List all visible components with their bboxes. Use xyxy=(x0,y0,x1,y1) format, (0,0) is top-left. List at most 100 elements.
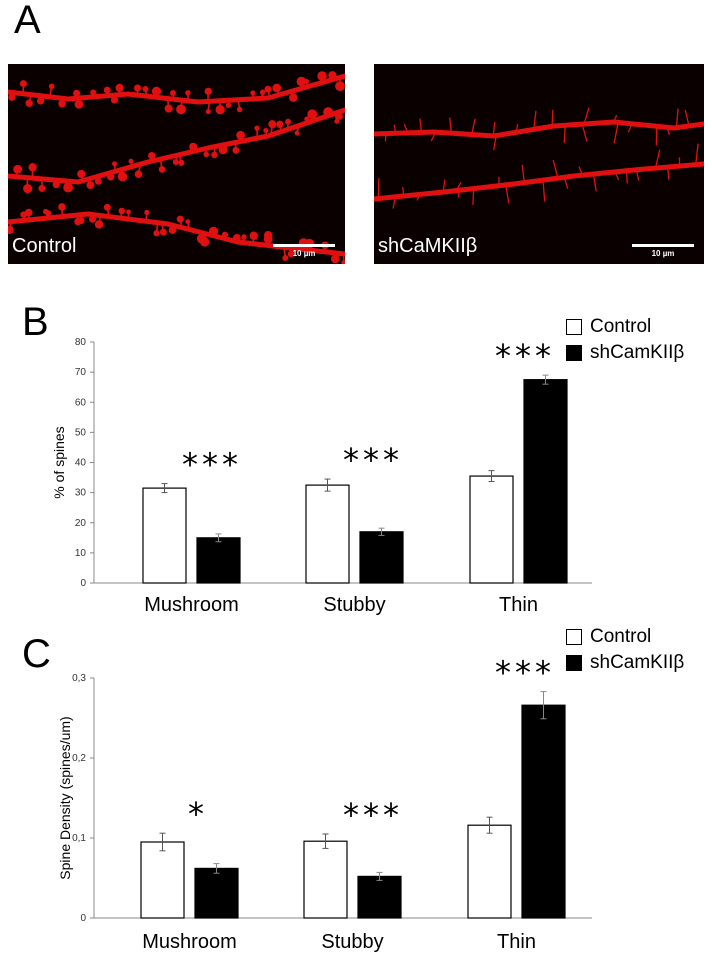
dendrite-image-control xyxy=(8,71,345,264)
thin-spine xyxy=(392,196,396,209)
dendrite-shaft xyxy=(374,119,704,139)
y-tick-label: 0 xyxy=(80,578,86,589)
bar-control xyxy=(467,824,512,919)
spine-head xyxy=(151,86,162,96)
spine-head xyxy=(330,254,340,264)
spine-head xyxy=(287,250,295,258)
thin-spine xyxy=(614,171,620,181)
panel-b-letter: B xyxy=(22,300,49,344)
panel-a-letter: A xyxy=(14,0,41,42)
thin-spine xyxy=(627,123,633,133)
legend-swatch-sh xyxy=(566,655,582,671)
spine-head xyxy=(8,93,16,101)
spine-head xyxy=(236,106,243,113)
bar-control xyxy=(140,841,185,919)
thin-spine xyxy=(457,190,460,198)
thin-spine xyxy=(654,149,661,169)
spine-head xyxy=(58,99,66,108)
spine-head xyxy=(203,151,209,158)
bar-chart-spine-density: 0 0,1 0,2 0,3 Spine Density (spines/um) Mushr… xyxy=(57,654,592,953)
thin-spine xyxy=(449,117,453,134)
spine-head xyxy=(13,164,23,174)
spine-head xyxy=(103,203,111,211)
spine-head xyxy=(225,102,232,108)
thin-spine xyxy=(521,164,526,183)
thin-spine xyxy=(471,118,476,135)
spine-head xyxy=(172,159,179,165)
bar-control xyxy=(142,487,187,584)
spine-head xyxy=(89,215,97,223)
spine-head xyxy=(142,86,149,93)
legend-label-control: Control xyxy=(590,316,652,337)
spine-head xyxy=(24,208,33,217)
thin-spine xyxy=(472,188,475,205)
y-tick-label: 0,3 xyxy=(72,673,86,684)
spine-head xyxy=(19,80,27,88)
spine-head xyxy=(241,234,247,240)
significance-stars: *** xyxy=(495,654,555,692)
spine-head xyxy=(263,127,269,134)
spine-head xyxy=(276,120,284,128)
thin-spine xyxy=(533,110,537,130)
thin-spine xyxy=(493,135,497,151)
dendrite-shaft xyxy=(8,73,345,105)
dendrite-image-shcamkii xyxy=(374,107,704,209)
micrograph-control: Control 10 µm xyxy=(8,64,345,264)
thin-spine xyxy=(393,124,397,134)
spine-head xyxy=(77,217,85,225)
bar-control xyxy=(305,484,350,584)
legend-item-control: Control xyxy=(566,314,684,340)
micrograph-label-control: Control xyxy=(12,235,77,257)
thin-spine xyxy=(613,114,618,123)
significance-stars: *** xyxy=(343,441,403,479)
y-tick-label: 20 xyxy=(75,518,87,529)
thin-spine xyxy=(684,109,690,127)
thin-spine xyxy=(377,178,380,199)
thin-spine xyxy=(416,194,421,201)
thin-spine xyxy=(403,123,409,134)
bar-chart-percent-spines: 0 10 20 30 40 50 60 70 80 % of spines Mushroom *** S… xyxy=(51,337,592,616)
bar-sh xyxy=(357,875,402,919)
thin-spine xyxy=(635,169,640,181)
y-tick-label: 40 xyxy=(75,458,87,469)
bar-sh xyxy=(521,704,566,919)
panel-c-letter: C xyxy=(22,632,51,676)
y-tick-label: 0 xyxy=(80,913,86,924)
micrograph-label-shcamkii: shCaMKIIβ xyxy=(378,235,478,257)
spine-head xyxy=(86,181,95,190)
bar-control xyxy=(469,475,514,584)
thin-spine xyxy=(666,127,670,136)
legend-swatch-sh xyxy=(566,345,582,361)
spine-head xyxy=(250,90,256,96)
legend-item-sh: shCamKIIβ xyxy=(566,340,684,366)
y-axis-label: Spine Density (spines/um) xyxy=(57,716,73,879)
spine-head xyxy=(336,113,343,120)
spine-head xyxy=(304,116,310,122)
spine-head xyxy=(304,78,309,84)
spine-head xyxy=(204,87,212,95)
spine-head xyxy=(341,260,345,264)
spine-head xyxy=(133,84,142,92)
thin-spine xyxy=(542,180,546,202)
spine-head xyxy=(74,99,84,109)
spine-head xyxy=(236,130,245,140)
spine-head xyxy=(90,89,97,96)
bar-sh xyxy=(196,537,241,584)
spine-head xyxy=(285,118,291,125)
legend-swatch-control xyxy=(566,319,582,335)
spine-head xyxy=(205,109,211,115)
spine-head xyxy=(94,177,102,185)
spine-head xyxy=(148,152,156,160)
thin-spine xyxy=(442,179,446,193)
spine-head xyxy=(289,93,298,102)
spine-head xyxy=(46,210,52,216)
spine-head xyxy=(103,86,111,94)
thin-spine xyxy=(455,181,462,191)
y-tick-label: 60 xyxy=(75,397,87,408)
thin-spine xyxy=(552,159,559,179)
y-tick-label: 50 xyxy=(75,427,87,438)
legend-swatch-control xyxy=(566,629,582,645)
scale-bar-label: 10 µm xyxy=(292,249,316,258)
spine-head xyxy=(107,173,115,181)
spine-head xyxy=(52,180,60,189)
